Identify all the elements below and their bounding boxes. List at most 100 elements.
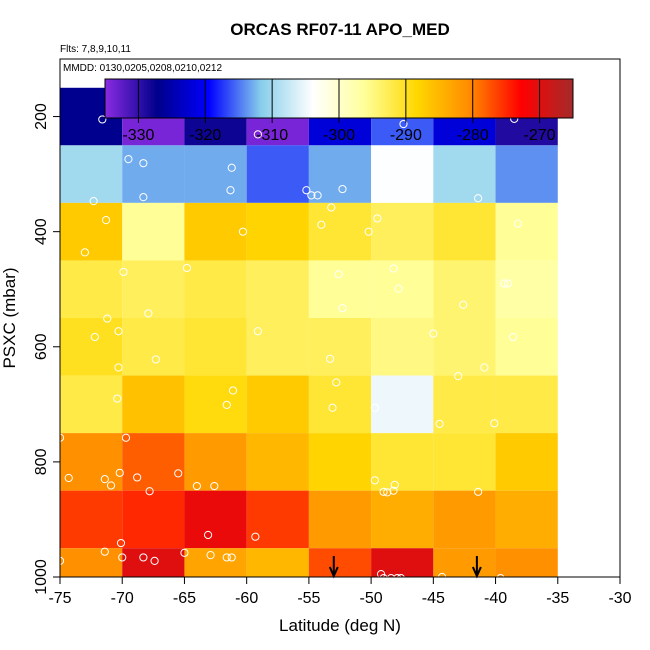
observation-point [370, 403, 379, 412]
heatmap-cell [308, 490, 372, 549]
observation-point [139, 193, 148, 202]
heatmap-cell [433, 490, 496, 549]
heatmap-cell [246, 318, 309, 376]
heatmap-cell [495, 375, 558, 434]
colorbar-tick-label: -310 [256, 127, 288, 144]
observation-point [103, 314, 112, 323]
observation-point [182, 263, 192, 273]
observation-point [376, 570, 386, 579]
heatmap-cell [60, 202, 123, 261]
observation-point [302, 186, 311, 195]
observation-point [459, 300, 468, 309]
heatmap-cell [371, 490, 434, 549]
heatmap-cell [495, 202, 558, 261]
heatmap-cell [60, 490, 123, 549]
heatmap-cell [308, 202, 372, 261]
observation-point [101, 216, 111, 225]
y-tick-label: 800 [33, 448, 50, 475]
observation-point [80, 248, 89, 257]
observation-point [98, 115, 107, 124]
x-tick-label: -35 [546, 590, 569, 607]
observation-point [390, 480, 399, 490]
heatmap-cell [495, 260, 558, 318]
observation-point [399, 119, 408, 129]
observation-point [210, 481, 219, 491]
observation-point [139, 553, 148, 562]
observation-point [151, 355, 160, 364]
heatmap-cell [246, 375, 309, 434]
colorbar-tick-label: -320 [189, 127, 221, 144]
heatmap-cell [433, 433, 496, 491]
observation-point [133, 473, 142, 482]
observation-point [228, 386, 238, 395]
observation-point [480, 363, 489, 372]
x-axis-label: Latitude (deg N) [279, 616, 401, 635]
observation-point [454, 372, 463, 381]
observation-point [121, 433, 131, 442]
heatmap-cell [184, 548, 247, 577]
observation-point [307, 191, 316, 200]
x-tick-label: -40 [484, 590, 507, 607]
observation-point [64, 473, 73, 483]
observation-point [253, 327, 262, 336]
observation-point [115, 468, 124, 477]
heatmap-cell [495, 318, 558, 376]
heatmap-cell [246, 202, 309, 261]
heatmap-cell [122, 260, 185, 318]
observation-point [317, 220, 326, 229]
heatmap-cell [184, 433, 247, 491]
observation-point [393, 574, 402, 583]
x-tick-label: -55 [297, 590, 320, 607]
observation-point [429, 329, 438, 338]
heatmap-cell [184, 260, 247, 318]
heatmap-cell [495, 548, 558, 577]
y-tick-label: 200 [33, 103, 50, 130]
observation-point [364, 227, 373, 236]
observation-point [90, 332, 99, 342]
heatmap-cell [495, 433, 558, 491]
heatmap-cell [433, 548, 496, 577]
heatmap-cell [371, 433, 434, 491]
surface-arrows [328, 556, 482, 579]
heatmap-cell [122, 318, 185, 376]
observation-point [119, 267, 128, 277]
heatmap-cell [60, 318, 123, 376]
observation-point [180, 548, 189, 557]
observation-point [513, 219, 523, 228]
flights-subtitle: Flts: 7,8,9,10,11 [60, 44, 131, 55]
observation-point [150, 556, 159, 565]
observation-point [116, 538, 126, 548]
heatmap-cell [184, 202, 247, 261]
observation-point [325, 354, 335, 363]
observation-point [100, 475, 109, 484]
observation-point [334, 270, 343, 279]
heatmap-cell [122, 548, 185, 577]
observation-point [435, 419, 444, 429]
x-tick-label: -75 [48, 590, 71, 607]
heatmap-cell [371, 202, 434, 261]
heatmap-cell [308, 260, 372, 318]
observation-point [373, 214, 382, 223]
x-tick-label: -50 [360, 590, 383, 607]
heatmap-cell [60, 375, 123, 434]
observation-point [490, 419, 499, 428]
x-tick-label: -45 [422, 590, 445, 607]
observation-point [227, 553, 236, 562]
heatmap-cell [433, 260, 496, 318]
observation-point [332, 378, 341, 387]
heatmap-cell [495, 490, 558, 549]
heatmap-cell [371, 318, 434, 376]
x-tick-label: -30 [608, 590, 631, 607]
observation-point [144, 309, 153, 318]
observation-point [227, 163, 236, 172]
observation-point [114, 363, 123, 372]
observation-point [389, 486, 398, 495]
y-tick-label: 1000 [33, 559, 50, 595]
observation-point [474, 194, 483, 203]
heatmap-cell [371, 145, 434, 203]
heatmap-cell [184, 490, 247, 549]
colorbar-tick-label: -300 [323, 127, 355, 144]
heatmap-cell [308, 375, 372, 434]
heatmap-cell [246, 548, 309, 577]
observation-point [503, 279, 513, 288]
